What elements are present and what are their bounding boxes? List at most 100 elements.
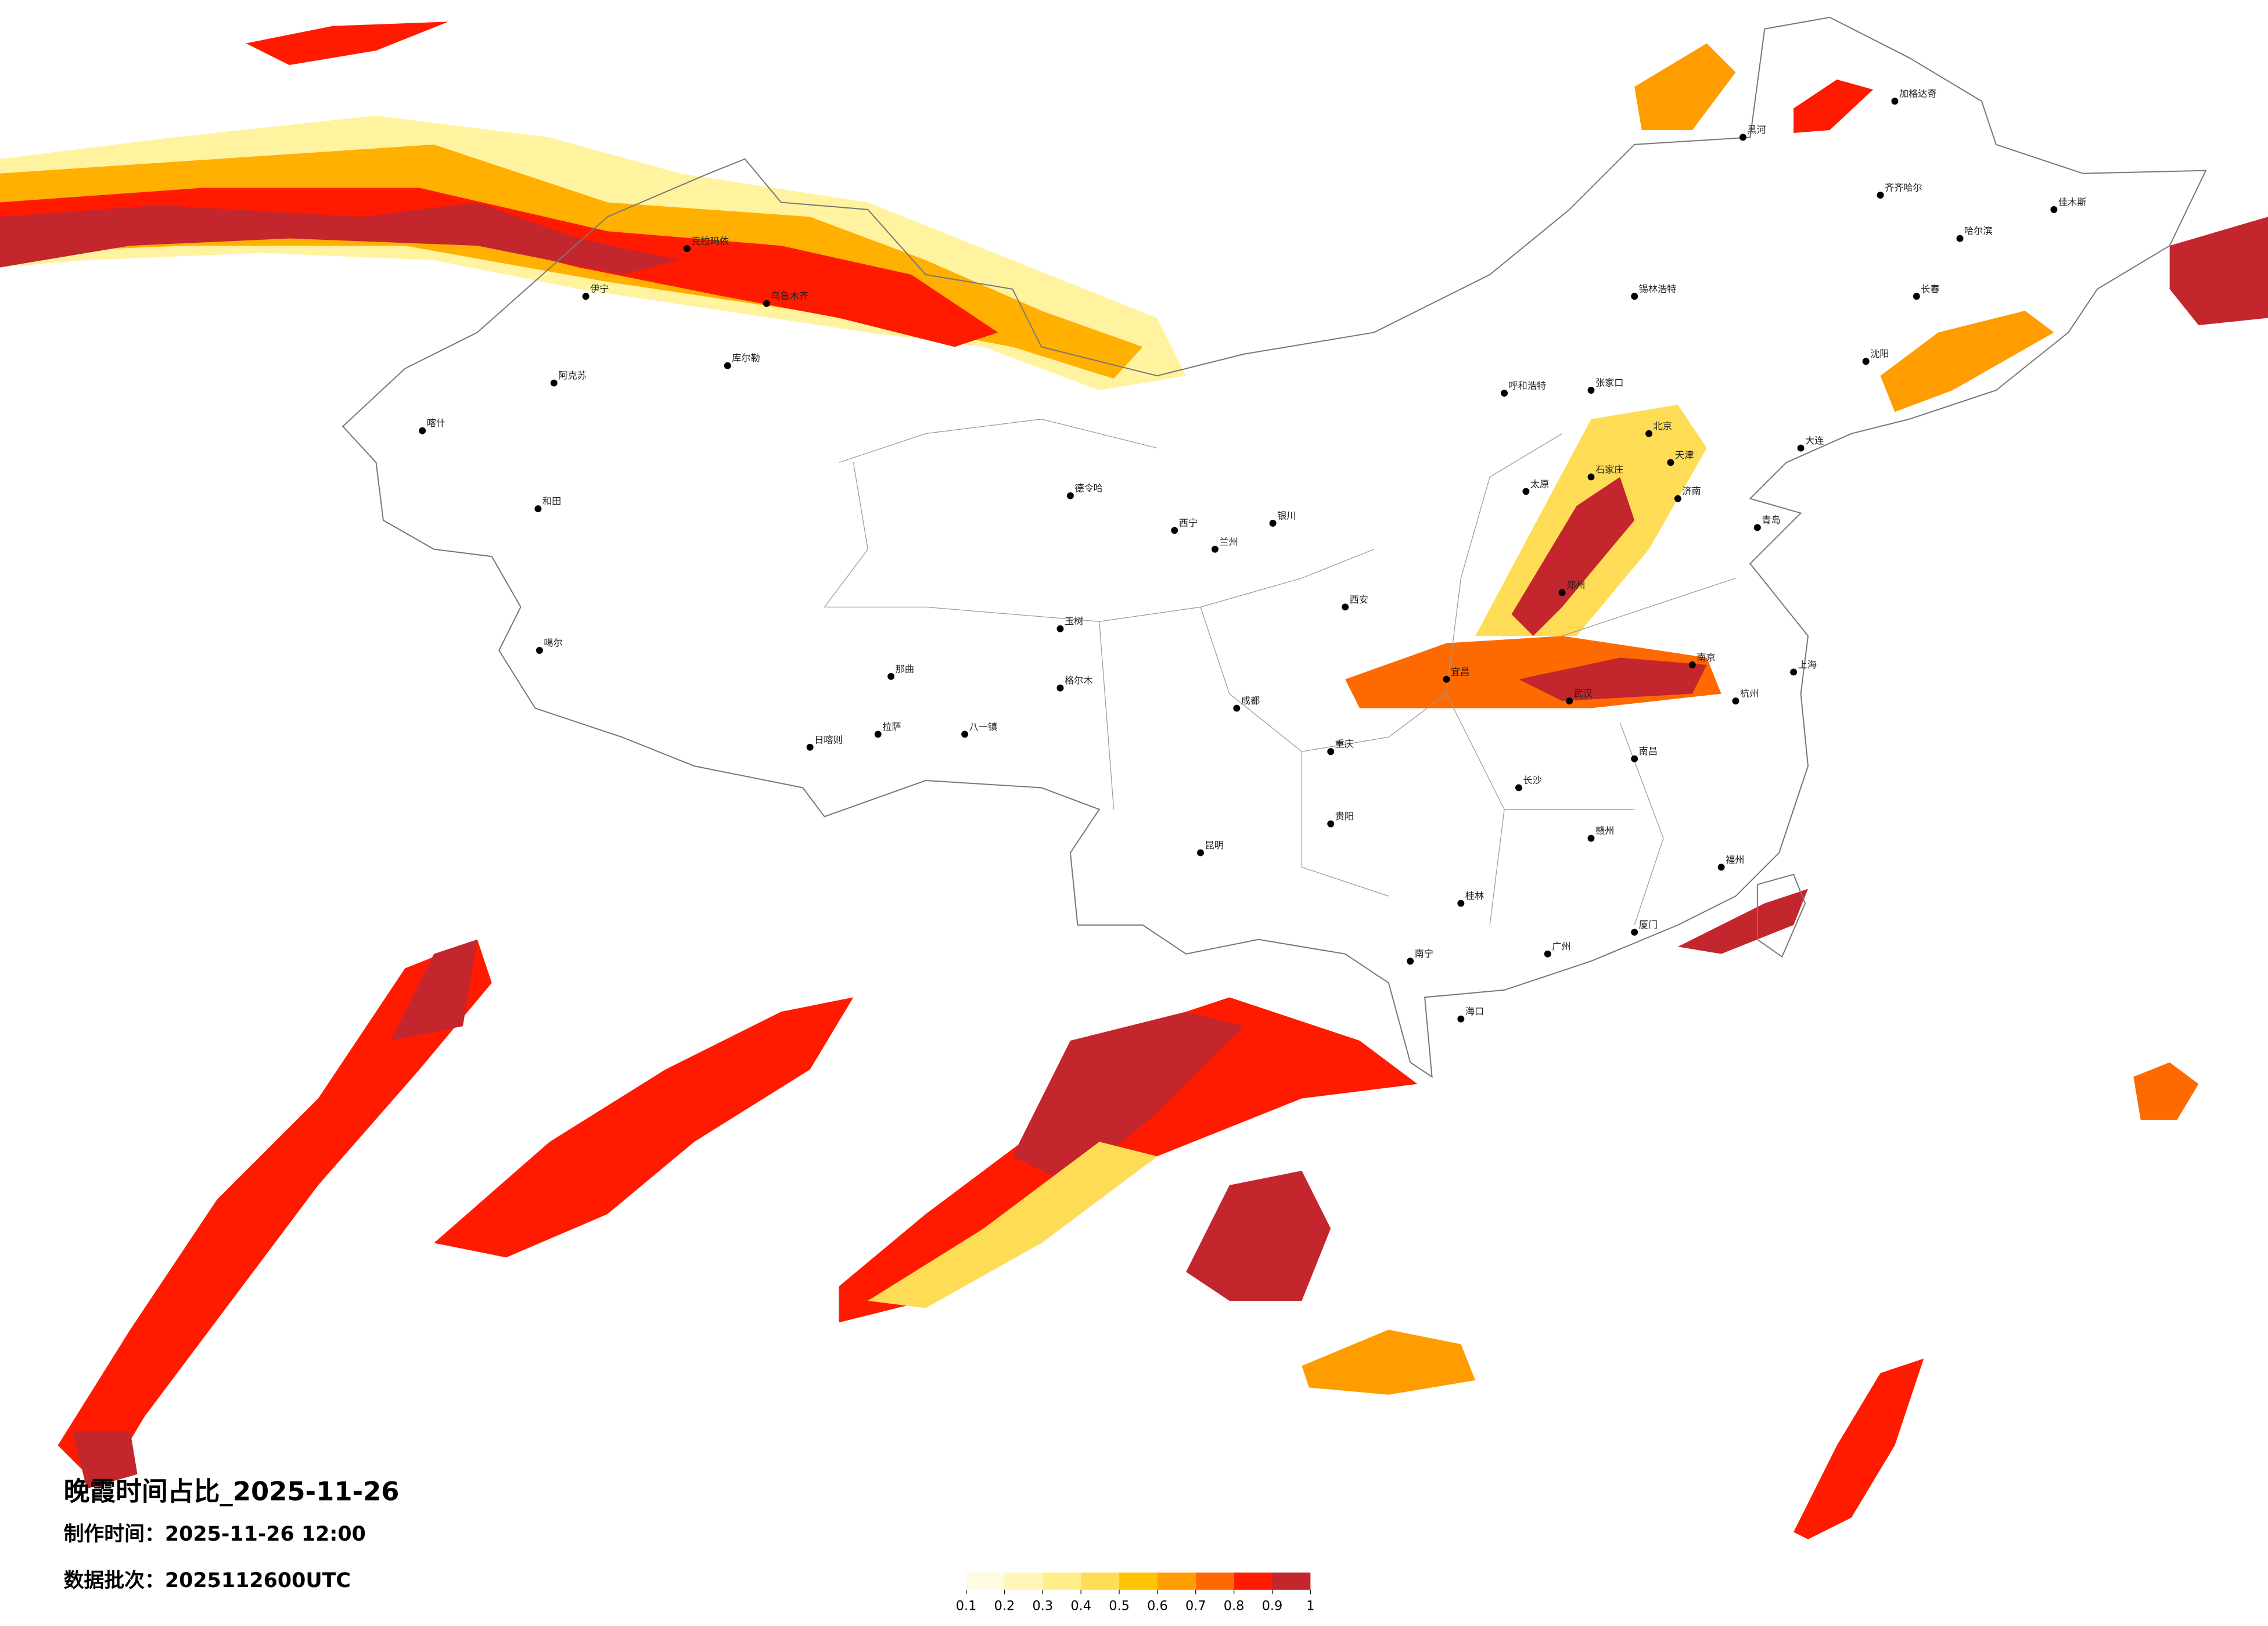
city-label: 天津	[1675, 449, 1694, 461]
city-label: 克拉玛依	[691, 236, 729, 247]
heat-area	[57, 939, 492, 1489]
heat-area	[868, 1142, 1158, 1308]
city-dot	[1645, 430, 1653, 437]
city-dot	[1197, 849, 1205, 857]
heat-area	[72, 1431, 138, 1489]
city-label: 石家庄	[1595, 464, 1624, 475]
city-dot	[1631, 755, 1638, 762]
city-label: 佳木斯	[2058, 196, 2087, 207]
city-label: 拉萨	[882, 721, 901, 732]
heat-area	[1302, 1329, 1476, 1395]
province-lines	[824, 419, 1736, 926]
heat-area	[1677, 888, 1809, 954]
heat-area	[0, 202, 680, 275]
city-label: 呼和浩特	[1509, 380, 1547, 391]
city-dot	[874, 731, 882, 738]
city-label: 哈尔滨	[1964, 225, 1993, 236]
city-dot	[1233, 704, 1241, 712]
city-label: 那曲	[896, 663, 914, 674]
city-label: 济南	[1682, 485, 1701, 497]
city-dot	[1407, 958, 1414, 965]
map-title: 晚霞时间占比_2025-11-26	[64, 1476, 400, 1506]
city-dot	[1558, 589, 1566, 596]
city-dot	[1797, 444, 1805, 452]
city-label: 武汉	[1574, 688, 1593, 699]
colorbar-tick-label: 0.2	[994, 1599, 1015, 1614]
heat-area	[390, 939, 477, 1041]
city-label: 青岛	[1762, 515, 1780, 526]
city-dot	[1587, 387, 1595, 394]
city-dot	[550, 379, 558, 387]
city-label: 黑河	[1747, 124, 1766, 135]
city-dot	[1515, 784, 1522, 792]
city-label: 八一镇	[969, 721, 998, 732]
heat-area	[1634, 43, 1736, 131]
colorbar-swatch	[1043, 1572, 1081, 1590]
heat-area	[1186, 1171, 1331, 1301]
city-label: 太原	[1530, 479, 1549, 490]
city-dot	[1342, 603, 1349, 611]
city-dot	[1739, 134, 1746, 141]
colorbar-swatch	[1195, 1572, 1234, 1590]
city-dot	[1877, 192, 1884, 199]
city-dot	[419, 427, 426, 434]
colorbar-tick-label: 0.1	[956, 1599, 977, 1614]
city-label: 德令哈	[1074, 483, 1103, 494]
city-label: 加格达奇	[1899, 88, 1937, 99]
city-dot	[1913, 293, 1920, 300]
colorbar-tick-label: 1	[1306, 1599, 1314, 1614]
city-label: 长沙	[1523, 775, 1541, 786]
city-label: 南京	[1696, 652, 1715, 663]
production-time: 制作时间：2025-11-26 12:00	[64, 1523, 366, 1546]
colorbar-tick-label: 0.3	[1033, 1599, 1054, 1614]
city-dot	[1457, 1015, 1465, 1023]
city-dot	[1544, 950, 1551, 958]
city-dot	[1269, 520, 1277, 527]
heat-area	[246, 21, 449, 66]
city-label: 桂林	[1465, 890, 1484, 901]
city-label: 张家口	[1595, 377, 1624, 388]
city-dot	[1171, 527, 1178, 534]
city-label: 西宁	[1179, 517, 1198, 528]
city-label: 库尔勒	[732, 352, 760, 364]
city-label: 格尔木	[1065, 675, 1093, 686]
city-dot	[1631, 293, 1638, 300]
city-label: 噶尔	[544, 638, 562, 649]
city-dot	[534, 505, 542, 513]
heat-area	[2169, 217, 2268, 325]
city-dot	[1587, 473, 1595, 481]
colorbar-tick-label: 0.6	[1147, 1599, 1168, 1614]
city-dot	[2050, 206, 2058, 213]
colorbar-swatch	[1234, 1572, 1273, 1590]
city-dot	[1457, 900, 1465, 907]
city-dot	[683, 245, 691, 253]
city-label: 海口	[1465, 1006, 1484, 1017]
city-label: 和田	[542, 496, 561, 507]
heat-field	[0, 21, 2268, 1539]
heat-area	[1012, 1012, 1244, 1185]
city-label: 银川	[1277, 510, 1296, 521]
country-outline	[342, 16, 2207, 1078]
city-dot	[1956, 235, 1964, 242]
city-dot	[1501, 390, 1508, 397]
city-label: 厦门	[1639, 919, 1658, 930]
city-label: 成都	[1241, 695, 1260, 706]
colorbar: 0.1 0.2 0.3 0.4 0.5 0.6 0.7 0.8 0.9 1	[956, 1572, 1314, 1614]
data-batch: 数据批次：2025112600UTC	[64, 1569, 351, 1592]
city-dot	[1522, 488, 1530, 495]
city-dot	[1327, 820, 1335, 828]
city-label: 玉树	[1065, 616, 1083, 627]
city-label: 乌鲁木齐	[771, 290, 808, 301]
city-label: 广州	[1552, 941, 1570, 952]
city-label: 长春	[1921, 283, 1939, 294]
heat-area	[1511, 477, 1635, 636]
heat-area	[2133, 1062, 2199, 1120]
city-label: 重庆	[1335, 739, 1354, 750]
city-label: 赣州	[1595, 825, 1614, 836]
heat-area	[1793, 79, 1874, 133]
heat-area	[1518, 657, 1707, 702]
colorbar-tick-label: 0.4	[1070, 1599, 1091, 1614]
city-dot	[1891, 98, 1899, 105]
